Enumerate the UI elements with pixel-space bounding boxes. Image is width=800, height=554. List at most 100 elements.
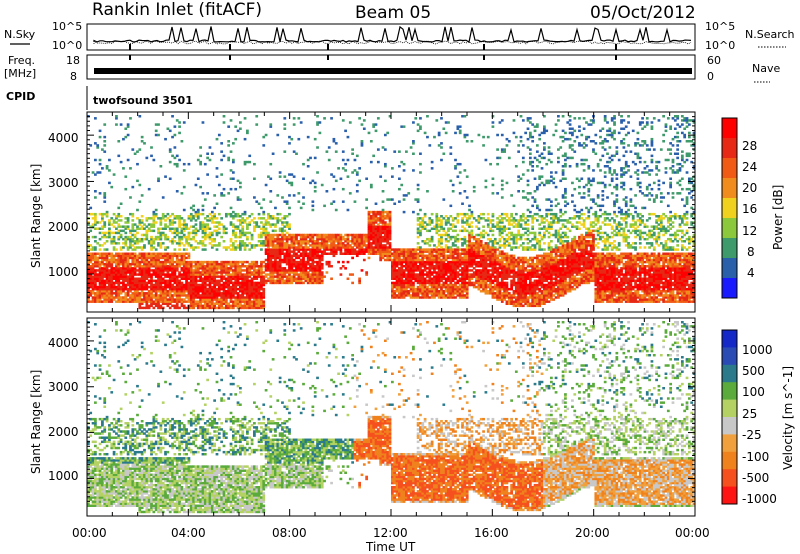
power-cell [239,285,242,289]
power-cell [264,183,268,187]
power-cell [215,283,219,287]
power-cell [196,304,200,308]
power-cell [140,237,144,241]
power-cell [461,296,464,299]
power-cell [178,221,181,224]
power-cell [311,265,315,268]
power-cell [449,215,453,218]
power-cell [283,217,287,220]
power-cell [318,277,322,280]
power-cell [400,283,404,287]
power-cell [398,279,401,283]
power-cell [159,298,163,301]
power-cell [208,300,212,303]
power-cell [369,183,373,187]
power-cell [110,267,114,270]
power-cell [129,279,132,283]
power-cell [367,242,371,245]
power-cell [433,279,436,283]
power-cell [458,260,462,264]
power-cell [168,221,172,224]
power-cell [257,267,261,270]
power-cell [299,269,303,272]
power-cell [250,260,254,264]
power-cell [440,215,443,218]
power-cell [246,217,249,220]
power-cell [451,285,455,289]
power-cell [325,260,329,264]
power-cell [442,292,446,295]
power-cell [129,285,132,289]
power-cell [320,262,324,266]
power-cell [302,162,305,166]
power-cell [444,254,448,258]
power-cell [482,212,485,216]
power-cell [269,275,273,278]
power-cell [468,250,471,253]
power-cell [493,294,497,297]
power-cell [180,294,184,297]
power-cell [262,144,266,147]
power-cell [412,252,415,255]
power-cell [87,265,90,268]
power-cell [325,248,329,251]
power-cell [220,267,224,270]
power-cell [412,275,415,278]
power-cell [421,223,425,226]
power-cell [391,294,394,297]
power-cell [112,283,116,287]
power-cell [409,283,413,287]
power-cell [491,219,495,222]
power-cell [447,279,450,283]
power-cell [423,262,427,266]
power-cell [295,242,298,245]
power-cell [416,235,420,239]
power-cell [101,262,104,266]
power-cell [414,267,418,270]
power-cell [405,262,408,266]
power-cell [234,240,238,243]
power-cell [456,287,460,291]
power-cell [292,273,296,276]
power-cell [112,277,116,280]
power-cell [175,296,179,299]
power-cell [376,212,380,216]
power-cell [281,248,284,251]
power-cell [236,269,240,272]
power-cell [189,225,193,228]
power-cell [94,212,97,216]
power-cell [213,240,217,243]
power-cell [194,279,198,283]
power-cell [383,215,387,218]
power-cell [110,260,114,264]
power-cell [110,294,114,297]
power-cell [351,171,354,174]
power-cell [236,296,240,299]
power-cell [278,271,282,274]
power-cell [402,275,406,278]
power-cell [437,252,441,255]
power-cell [236,215,240,218]
power-cell [454,229,457,233]
power-cell [143,258,146,262]
power-cell [461,281,464,285]
power-cell [199,160,202,164]
power-cell [138,237,142,241]
power-cell [458,294,462,297]
power-cell [353,233,357,237]
power-cell [227,273,231,276]
power-cell [112,235,116,239]
power-cell [239,287,242,291]
power-cell [430,294,434,297]
power-cell [447,294,450,297]
power-cell [129,231,132,235]
power-cell [182,275,186,278]
power-cell [465,175,469,178]
power-cell [290,265,294,268]
power-cell [344,246,347,249]
power-cell [161,300,165,303]
power-cell [372,125,376,128]
power-cell [430,240,434,243]
power-cell [402,281,406,285]
power-cell [185,235,188,239]
